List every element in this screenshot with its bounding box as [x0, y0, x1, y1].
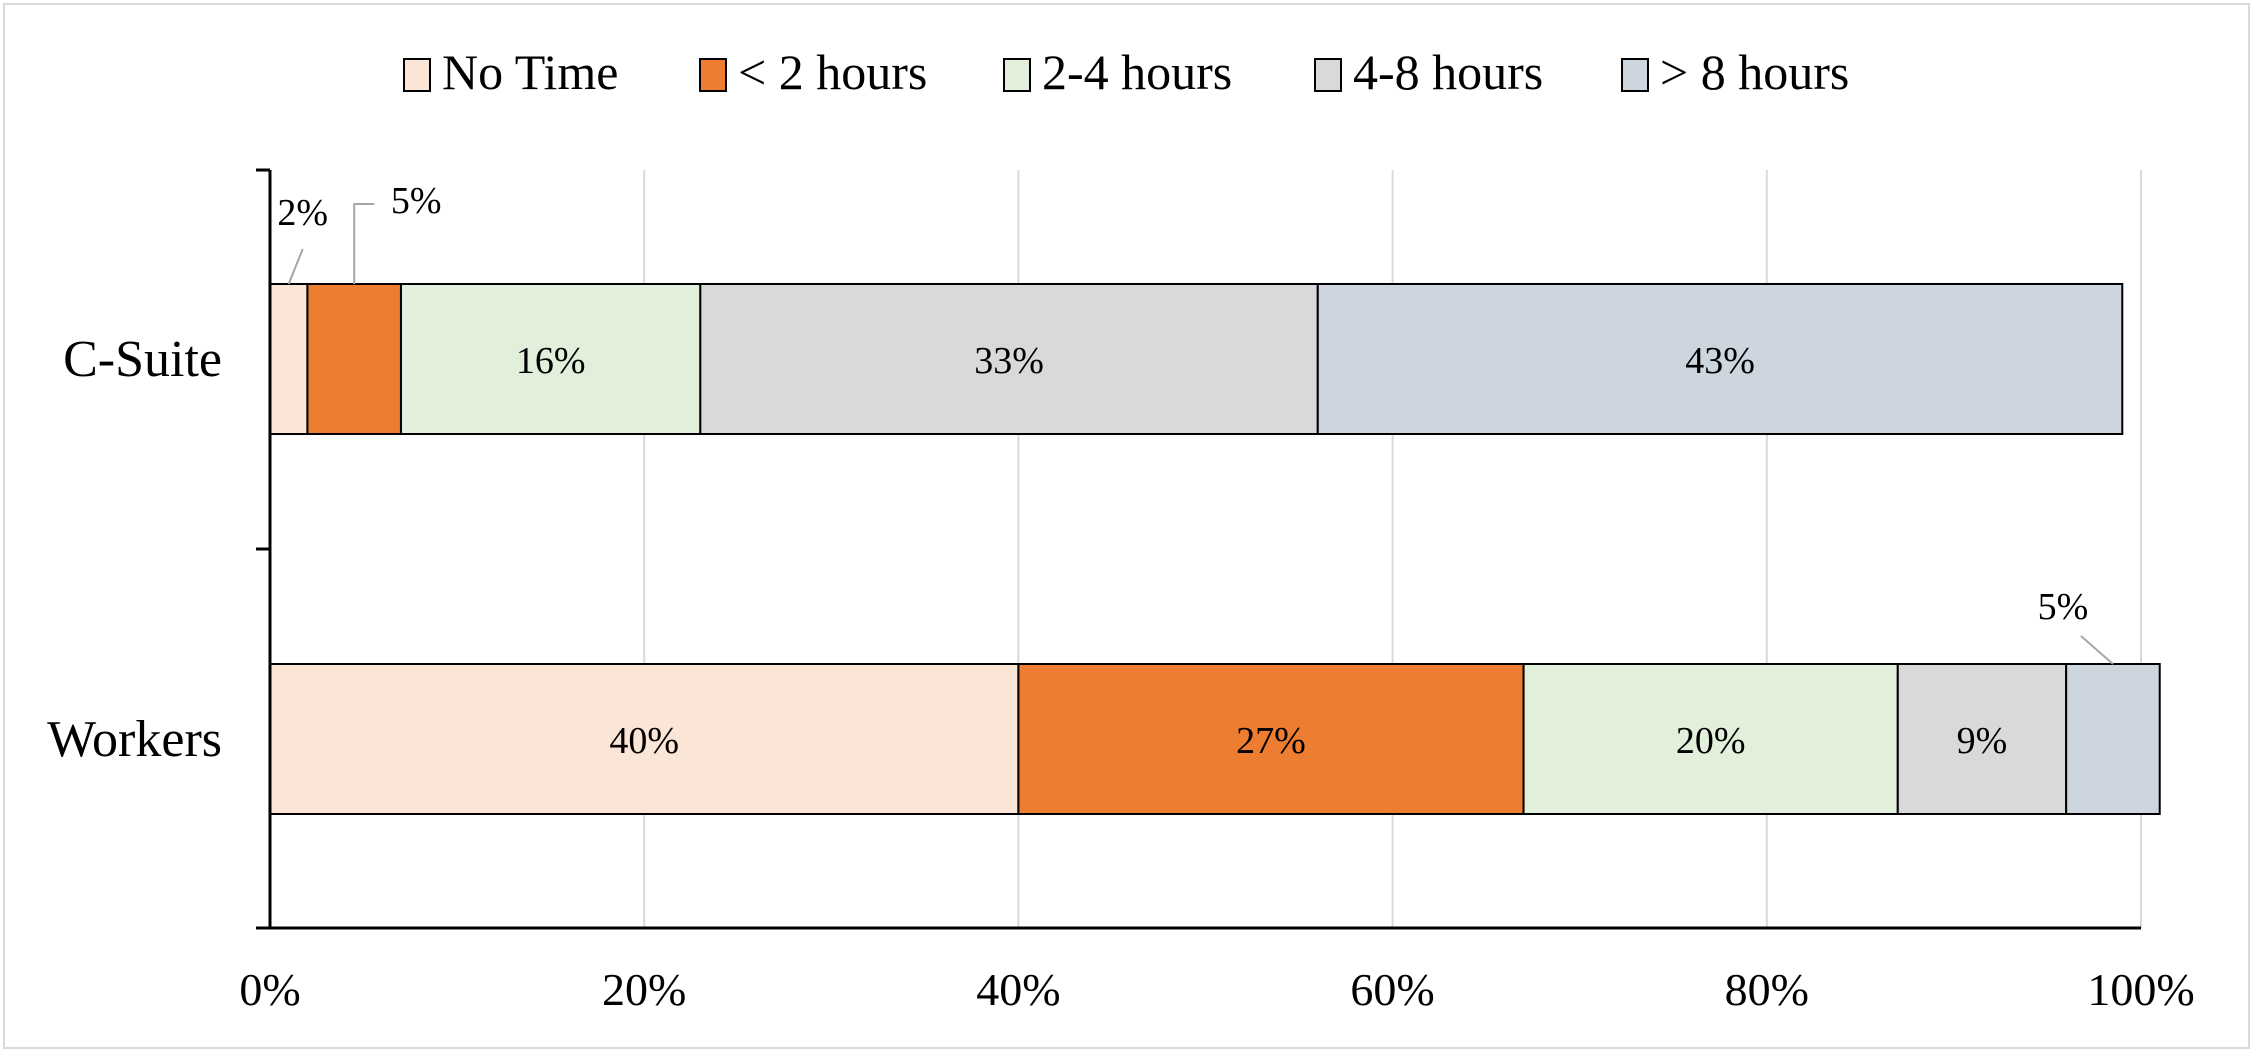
legend-item: 2-4 hours	[1003, 44, 1232, 100]
legend-swatch	[403, 58, 431, 92]
legend-swatch	[1314, 58, 1342, 92]
bar-segment	[269, 283, 309, 435]
tick-labels: 0% 20% 40% 60% 80% 100% C-Suite Workers	[47, 331, 2195, 1015]
x-tick-label: 100%	[2087, 964, 2194, 1015]
data-label: 33%	[974, 340, 1044, 382]
bar-segment	[699, 283, 1319, 435]
data-label: 5%	[2038, 586, 2089, 628]
data-label: 27%	[1236, 720, 1306, 762]
data-label: 20%	[1676, 720, 1746, 762]
legend-item: No Time	[403, 44, 618, 100]
x-tick-label: 20%	[602, 964, 686, 1015]
y-category-label: Workers	[47, 711, 222, 768]
legend-label: < 2 hours	[738, 44, 927, 100]
axes	[256, 168, 2141, 930]
legend-label: No Time	[442, 44, 618, 100]
legend-item: 4-8 hours	[1314, 44, 1543, 100]
bar-segment	[306, 283, 402, 435]
legend-swatch	[699, 58, 727, 92]
data-label: 16%	[516, 340, 586, 382]
bar-segment	[1316, 283, 2124, 435]
x-tick-label: 40%	[976, 964, 1060, 1015]
legend-item: > 8 hours	[1621, 44, 1849, 100]
chart-frame	[3, 3, 2250, 1049]
data-label: 43%	[1685, 340, 1755, 382]
data-label: 9%	[1957, 720, 2008, 762]
legend-item: < 2 hours	[699, 44, 927, 100]
leader-line	[2080, 635, 2114, 665]
leader-lines	[287, 203, 2114, 665]
data-label: 2%	[277, 192, 328, 234]
legend-swatch	[1003, 58, 1031, 92]
bar-segment	[2065, 663, 2161, 815]
data-label: 5%	[391, 180, 442, 222]
bar-segment	[1896, 663, 2068, 815]
legend-label: 4-8 hours	[1353, 44, 1543, 100]
bars	[269, 283, 2161, 815]
legend: No Time < 2 hours 2-4 hours 4-8 hours > 8 ho…	[403, 44, 1849, 100]
bar-segment	[399, 283, 702, 435]
leader-line	[353, 203, 375, 284]
x-tick-label: 0%	[239, 964, 300, 1015]
y-category-label: C-Suite	[63, 331, 222, 388]
data-label: 40%	[609, 720, 679, 762]
legend-label: 2-4 hours	[1042, 44, 1232, 100]
x-tick-label: 80%	[1725, 964, 1809, 1015]
bar-segment	[1522, 663, 1899, 815]
x-tick-label: 60%	[1350, 964, 1434, 1015]
legend-swatch	[1621, 58, 1649, 92]
data-labels: 2% 5% 16% 33% 43% 40% 27% 20% 9% 5%	[277, 180, 2088, 762]
leader-line	[287, 248, 304, 285]
legend-label: > 8 hours	[1660, 44, 1849, 100]
bar-segment	[269, 663, 1020, 815]
